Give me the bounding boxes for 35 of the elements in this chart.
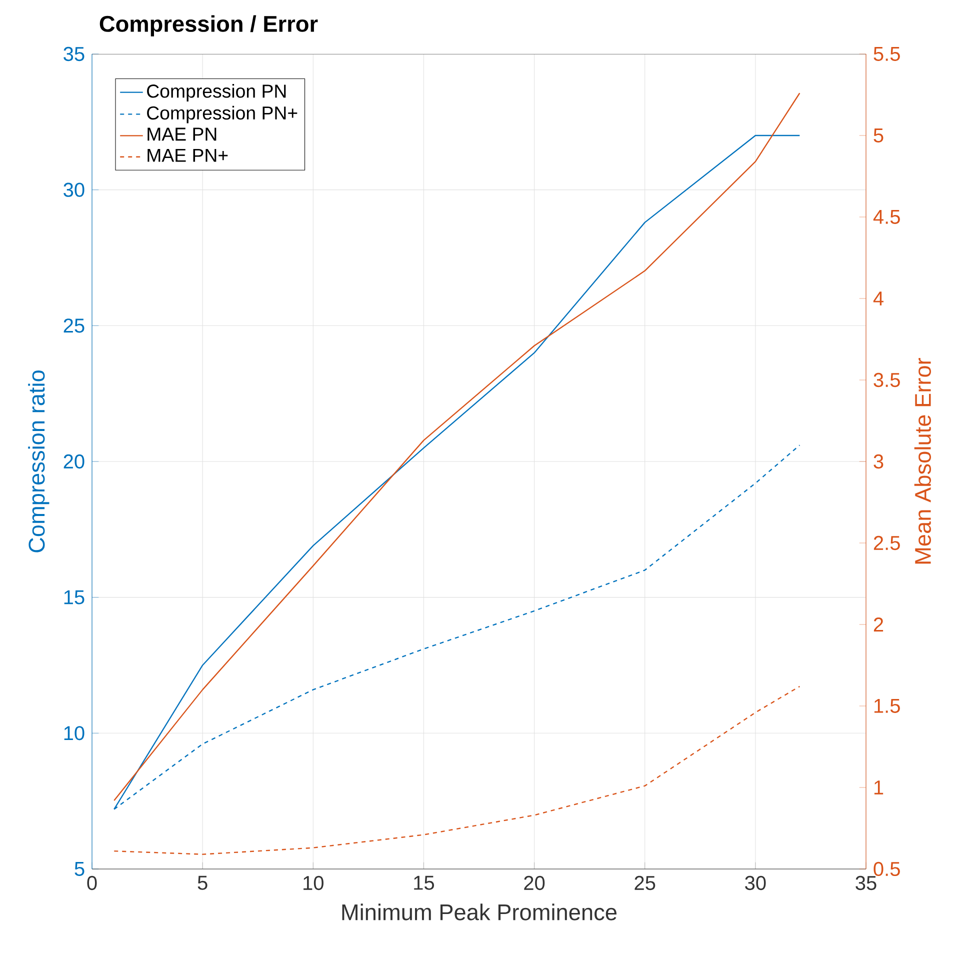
y-tick-label: 5 [74, 862, 84, 876]
legend-label: Compression PN [147, 84, 286, 102]
y-tick-label: 25 [64, 318, 84, 333]
chart-title: Compression / Error [100, 15, 318, 36]
y2-tick-label: 3 [874, 454, 884, 469]
x-axis-title: Minimum Peak Prominence [342, 904, 617, 920]
y2-tick-label: 5.5 [874, 47, 900, 61]
y-axis-title: Compression ratio [28, 370, 50, 552]
legend-label: MAE PN+ [148, 148, 228, 162]
y2-tick-label: 2.5 [874, 536, 900, 550]
y2-tick-label: 4 [873, 292, 884, 306]
legend-label: MAE PN [148, 128, 216, 141]
y-tick-label: 35 [64, 46, 84, 62]
x-tick-label: 10 [304, 876, 324, 890]
y-tick-label: 20 [64, 454, 84, 469]
x-tick-label: 25 [634, 876, 656, 890]
y2-tick-label: 2 [874, 618, 884, 632]
y2-axis-title: Mean Absolute Error [914, 358, 931, 564]
legend-label: Compression PN+ [147, 106, 298, 124]
x-tick-label: 0 [87, 876, 97, 890]
x-tick-label: 5 [198, 876, 208, 890]
x-tick-label: 15 [414, 876, 434, 890]
line-series [114, 686, 800, 855]
y2-tick-label: 1.5 [874, 699, 900, 713]
x-tick-label: 20 [524, 876, 545, 890]
x-tick-label: 30 [745, 876, 766, 890]
y-tick-label: 10 [64, 726, 84, 740]
x-tick-label: 35 [856, 876, 876, 890]
y-tick-label: 15 [64, 590, 84, 604]
y-tick-label: 30 [64, 182, 84, 197]
y2-tick-label: 5 [874, 128, 884, 142]
y2-tick-label: 3.5 [874, 372, 900, 388]
y2-tick-label: 0.5 [874, 862, 900, 876]
y2-tick-label: 4.5 [873, 210, 900, 224]
y2-tick-label: 1 [874, 780, 884, 794]
